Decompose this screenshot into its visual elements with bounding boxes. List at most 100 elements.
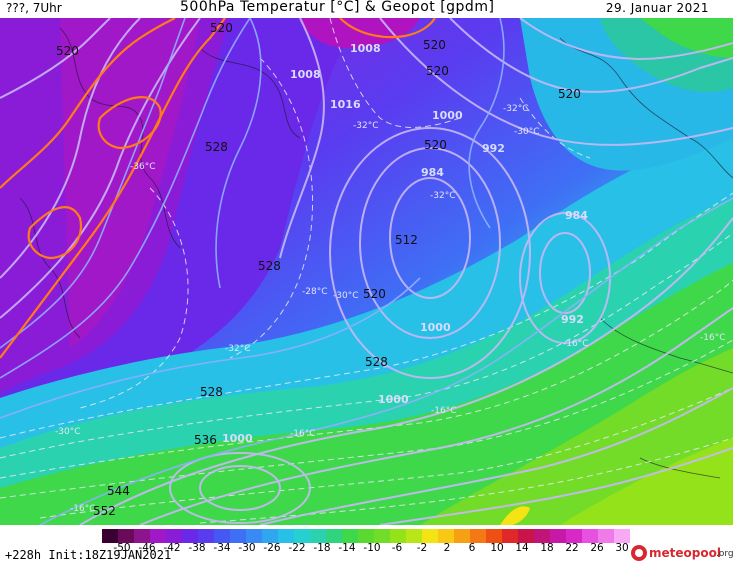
- colorbar-cell: [214, 529, 231, 543]
- init-info: +228h Init:18Z19JAN2021: [5, 548, 172, 562]
- temp-label: -32°C: [353, 121, 378, 131]
- colorbar-cell: [166, 529, 183, 543]
- geopot-label: 520: [426, 64, 449, 78]
- colorbar-tick: -10: [363, 542, 381, 554]
- valid-date: 29. Januar 2021: [605, 1, 709, 15]
- pressure-label: 1000: [420, 321, 451, 334]
- colorbar-tick: 26: [590, 542, 604, 554]
- colorbar-tick: -38: [188, 542, 206, 554]
- pressure-label: 992: [482, 142, 505, 155]
- colorbar-cell: [614, 529, 630, 543]
- colorbar-tick: -14: [338, 542, 356, 554]
- colorbar-cell: [134, 529, 151, 543]
- colorbar-tick: -50: [113, 542, 131, 554]
- colorbar-cell: [294, 529, 311, 543]
- colorbar-cell: [310, 529, 327, 543]
- temp-label: -32°C: [503, 104, 528, 114]
- colorbar-tick: -22: [288, 542, 306, 554]
- colorbar-tick: -42: [163, 542, 181, 554]
- pressure-label: 1008: [290, 68, 321, 81]
- geopot-label: 520: [558, 87, 581, 101]
- temp-label: -16°C: [431, 406, 456, 416]
- colorbar-tick: 14: [515, 542, 529, 554]
- colorbar-cell: [454, 529, 471, 543]
- temp-label: -36°C: [130, 162, 155, 172]
- colorbar-tick: -30: [238, 542, 256, 554]
- map-title: 500hPa Temperatur [°C] & Geopot [gpdm]: [180, 0, 495, 15]
- temperature-colorbar: [102, 529, 630, 543]
- colorbar-cell: [246, 529, 263, 543]
- colorbar-ticks: -50 -46 -42 -38 -34 -30 -26 -22 -18 -14 -10 -6 -2 2 6 1…: [100, 542, 640, 556]
- temp-label: -16°C: [563, 339, 588, 349]
- temp-labels: -36°C -32°C -30°C -32°C -28°C -32°C -30°…: [55, 104, 725, 514]
- colorbar-cell: [374, 529, 391, 543]
- isotherms: [0, 18, 733, 524]
- geopot-label: 536: [194, 433, 217, 447]
- colorbar-cell: [326, 529, 343, 543]
- logo-tld: .org: [716, 549, 733, 559]
- geopot-label: 544: [107, 484, 130, 498]
- colorbar-tick: 18: [540, 542, 554, 554]
- colorbar-tick: 22: [565, 542, 579, 554]
- colorbar-cell: [406, 529, 423, 543]
- forecast-time: ???, 7Uhr: [6, 1, 62, 15]
- colorbar-cell: [502, 529, 519, 543]
- pressure-label: 1000: [222, 432, 253, 445]
- colorbar-tick: -18: [313, 542, 331, 554]
- colorbar-cell: [534, 529, 551, 543]
- colorbar-cell: [598, 529, 615, 543]
- temp-label: -32°C: [225, 344, 250, 354]
- colorbar-tick: 10: [490, 542, 504, 554]
- colorbar-tick: 2: [443, 542, 451, 554]
- temp-label: -16°C: [700, 333, 725, 343]
- colorbar-cell: [278, 529, 295, 543]
- temp-label: -16°C: [290, 429, 315, 439]
- geopot-label: 520: [424, 138, 447, 152]
- pressure-label: 1000: [432, 109, 463, 122]
- colorbar-tick: 30: [615, 542, 629, 554]
- colorbar-tick: -26: [263, 542, 281, 554]
- geopot-label: 520: [210, 21, 233, 35]
- colorbar-cell: [262, 529, 279, 543]
- colorbar-cell: [470, 529, 487, 543]
- colorbar-tick: 6: [468, 542, 476, 554]
- colorbar-cell: [390, 529, 407, 543]
- geopot-label: 520: [363, 287, 386, 301]
- temp-label: -30°C: [55, 427, 80, 437]
- colorbar-cell: [182, 529, 199, 543]
- geopot-label: 512: [395, 233, 418, 247]
- temp-label: -28°C: [302, 287, 327, 297]
- colorbar-cell: [230, 529, 247, 543]
- colorbar-cell: [102, 529, 119, 543]
- colorbar-cell: [566, 529, 583, 543]
- temp-label: -32°C: [430, 191, 455, 201]
- colorbar-cell: [358, 529, 375, 543]
- footer-bar: -50 -46 -42 -38 -34 -30 -26 -22 -18 -14 -10 -6 -2 2 6 1…: [0, 525, 733, 566]
- pressure-label: 984: [421, 166, 444, 179]
- geopot-label: 520: [423, 38, 446, 52]
- pressure-label: 1016: [330, 98, 361, 111]
- geopot-label: 528: [258, 259, 281, 273]
- colorbar-cell: [550, 529, 567, 543]
- colorbar-tick: -46: [138, 542, 156, 554]
- weather-map: 520 520 528 520 528 512 520 528 528 536 …: [0, 18, 733, 525]
- colorbar-cell: [150, 529, 167, 543]
- geopot-label: 528: [200, 385, 223, 399]
- colorbar-cell: [518, 529, 535, 543]
- temp-label: -30°C: [333, 291, 358, 301]
- pressure-label: 984: [565, 209, 588, 222]
- header-bar: ???, 7Uhr 500hPa Temperatur [°C] & Geopo…: [0, 0, 733, 18]
- warm-contours: [0, 18, 436, 359]
- pressure-labels: 1000 992 984 984 992 1000 1000 1008 1016…: [222, 42, 588, 445]
- colorbar-cell: [582, 529, 599, 543]
- colorbar-cell: [198, 529, 215, 543]
- geopot-contours: [0, 18, 733, 525]
- coastlines: [19, 27, 733, 479]
- pressure-label: 1000: [378, 393, 409, 406]
- geopot-labels: 520 520 528 520 528 512 520 528 528 536 …: [56, 21, 581, 518]
- colorbar-cell: [422, 529, 439, 543]
- colorbar-cell: [342, 529, 359, 543]
- geopot-label: 552: [93, 504, 116, 518]
- geopot-label: 528: [205, 140, 228, 154]
- logo-name: meteopool: [649, 546, 721, 560]
